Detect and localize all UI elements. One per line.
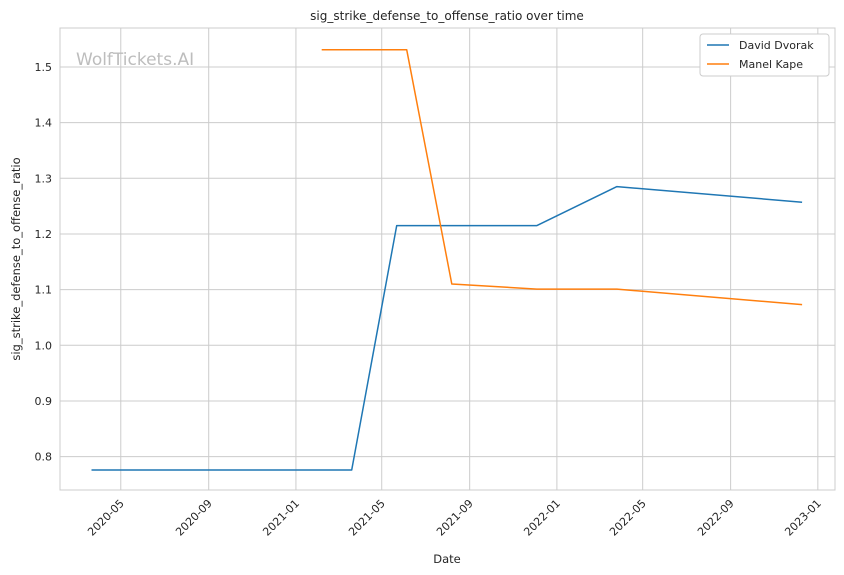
series-line-manel-kape — [321, 48, 803, 306]
grid — [60, 28, 835, 490]
legend-label-manel-kape: Manel Kape — [739, 58, 803, 71]
y-tick-label: 0.8 — [35, 451, 53, 464]
y-tick-label: 0.9 — [35, 395, 53, 408]
legend-box — [699, 33, 830, 77]
watermark-text: WolfTickets.AI — [76, 50, 194, 70]
y-tick-label: 1.2 — [35, 228, 53, 241]
plot-frame — [59, 27, 836, 491]
y-tick-label: 1.1 — [35, 284, 53, 297]
chart-title: sig_strike_defense_to_offense_ratio over… — [310, 9, 584, 23]
y-tick-label: 1.0 — [35, 339, 53, 352]
y-tick-label: 1.5 — [35, 61, 53, 74]
y-tick-label: 1.3 — [35, 172, 53, 185]
legend: David Dvorak Manel Kape — [699, 33, 830, 77]
series-lines — [91, 48, 803, 471]
y-axis-label: sig_strike_defense_to_offense_ratio — [9, 157, 23, 360]
y-tick-label: 1.4 — [35, 117, 53, 130]
x-axis-label: Date — [433, 552, 461, 566]
legend-label-david-dvorak: David Dvorak — [739, 39, 814, 52]
series-line-david-dvorak — [91, 185, 803, 471]
